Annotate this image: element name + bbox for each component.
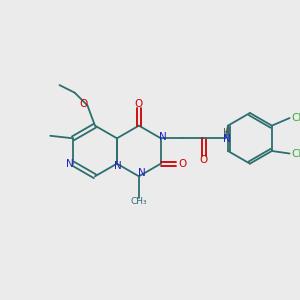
Text: N: N (223, 134, 230, 144)
Text: O: O (179, 159, 187, 169)
Text: O: O (200, 155, 208, 165)
Text: Cl: Cl (291, 148, 300, 158)
Text: N: N (159, 132, 167, 142)
Text: N: N (66, 159, 74, 169)
Text: N: N (138, 168, 146, 178)
Text: CH₃: CH₃ (130, 197, 147, 206)
Text: N: N (114, 160, 122, 171)
Text: H: H (223, 128, 230, 138)
Text: Cl: Cl (291, 113, 300, 123)
Text: O: O (80, 99, 88, 110)
Text: O: O (135, 99, 143, 109)
